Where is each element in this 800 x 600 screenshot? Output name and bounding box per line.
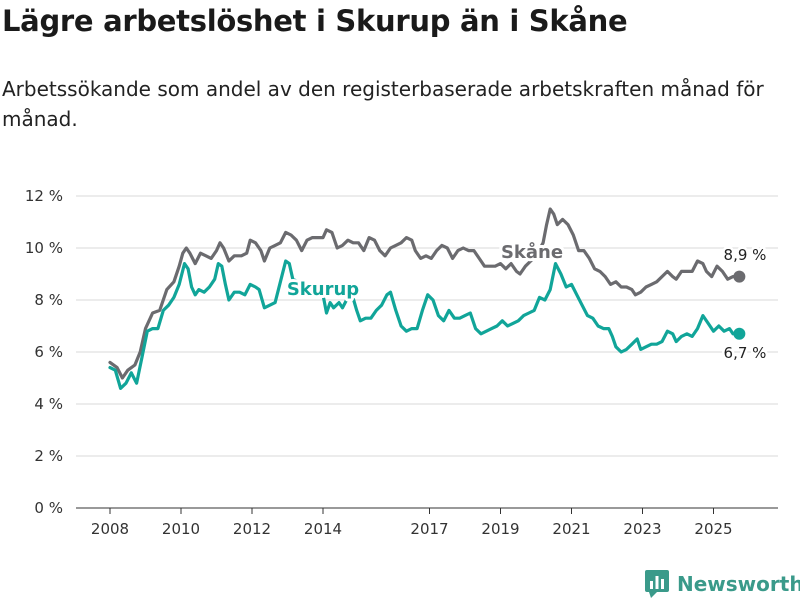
series-layer — [108, 207, 746, 390]
end-label-skane: 8,9 % — [724, 246, 767, 264]
end-point-skurup — [733, 327, 746, 340]
y-tick-label: 6 % — [34, 343, 63, 361]
series-line-skne — [108, 207, 740, 380]
brand-name: Newsworthy — [677, 572, 800, 596]
series-label-skurup-halo: Skurup — [287, 279, 359, 300]
y-tick-label: 2 % — [34, 447, 63, 465]
x-tick-label: 2012 — [233, 520, 271, 538]
end-label-skurup-halo: 6,7 % — [724, 344, 767, 362]
y-tick-label: 12 % — [25, 187, 63, 205]
y-tick-label: 4 % — [34, 395, 63, 413]
x-tick-label: 2017 — [410, 520, 448, 538]
end-label-skurup: 6,7 % — [724, 344, 767, 362]
x-tick-label: 2019 — [481, 520, 519, 538]
series-line-skurup — [108, 259, 740, 390]
y-tick-label: 10 % — [25, 239, 63, 257]
x-tick-label: 2014 — [304, 520, 342, 538]
axis-layer: 0 % 2 % 4 % 6 % 8 % 10 % 12 % 2008 2010 2012 2014 2… — [25, 187, 733, 538]
x-tick-label: 2023 — [623, 520, 661, 538]
y-tick-label: 8 % — [34, 291, 63, 309]
chart-title: Lägre arbetslöshet i Skurup än i Skåne — [2, 4, 628, 38]
y-tick-label: 0 % — [34, 499, 63, 517]
series-label-skurup: Skurup — [287, 279, 359, 300]
end-label-skane-halo: 8,9 % — [724, 246, 767, 264]
series-label-skane-halo: Skåne — [501, 241, 563, 263]
series-label-skane: Skåne — [501, 241, 563, 263]
x-tick-label: 2021 — [552, 520, 590, 538]
grid-layer — [76, 195, 778, 509]
x-tick-label: 2025 — [694, 520, 732, 538]
brand-footer: Newsworthy — [645, 570, 800, 598]
chart-subtitle: Arbetssökande som andel av den registerb… — [2, 77, 764, 131]
newsworthy-logo-icon — [645, 570, 669, 598]
x-tick-label: 2010 — [162, 520, 200, 538]
x-tick-label: 2008 — [91, 520, 129, 538]
end-point-skne — [733, 270, 746, 283]
